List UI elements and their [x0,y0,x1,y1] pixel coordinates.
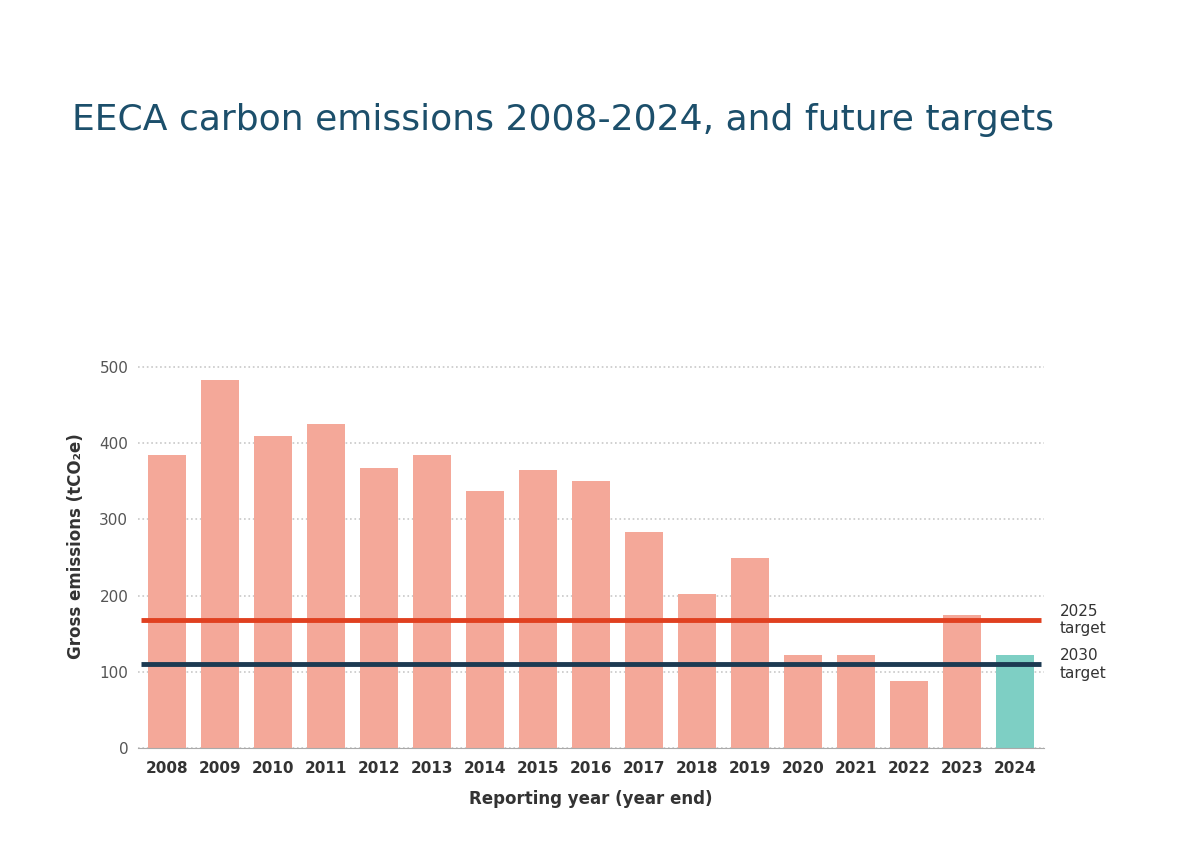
Bar [202,380,239,748]
Bar [148,455,186,748]
Bar [678,594,716,748]
Bar [518,470,557,748]
X-axis label: Reporting year (year end): Reporting year (year end) [469,790,713,808]
Bar [731,557,769,748]
Bar [890,681,928,748]
Bar [307,424,346,748]
Text: 2025
target: 2025 target [1060,604,1106,636]
Bar [572,482,610,748]
Bar [784,655,822,748]
Bar [466,491,504,748]
Bar [996,655,1034,748]
Bar [943,615,980,748]
Bar [625,532,664,748]
Bar [413,455,451,748]
Bar [254,435,292,748]
Text: 2030
target: 2030 target [1060,648,1106,680]
Y-axis label: Gross emissions (tCO₂e): Gross emissions (tCO₂e) [67,433,85,659]
Bar [836,655,875,748]
Bar [360,469,398,748]
Text: EECA carbon emissions 2008-2024, and future targets: EECA carbon emissions 2008-2024, and fut… [72,103,1054,138]
